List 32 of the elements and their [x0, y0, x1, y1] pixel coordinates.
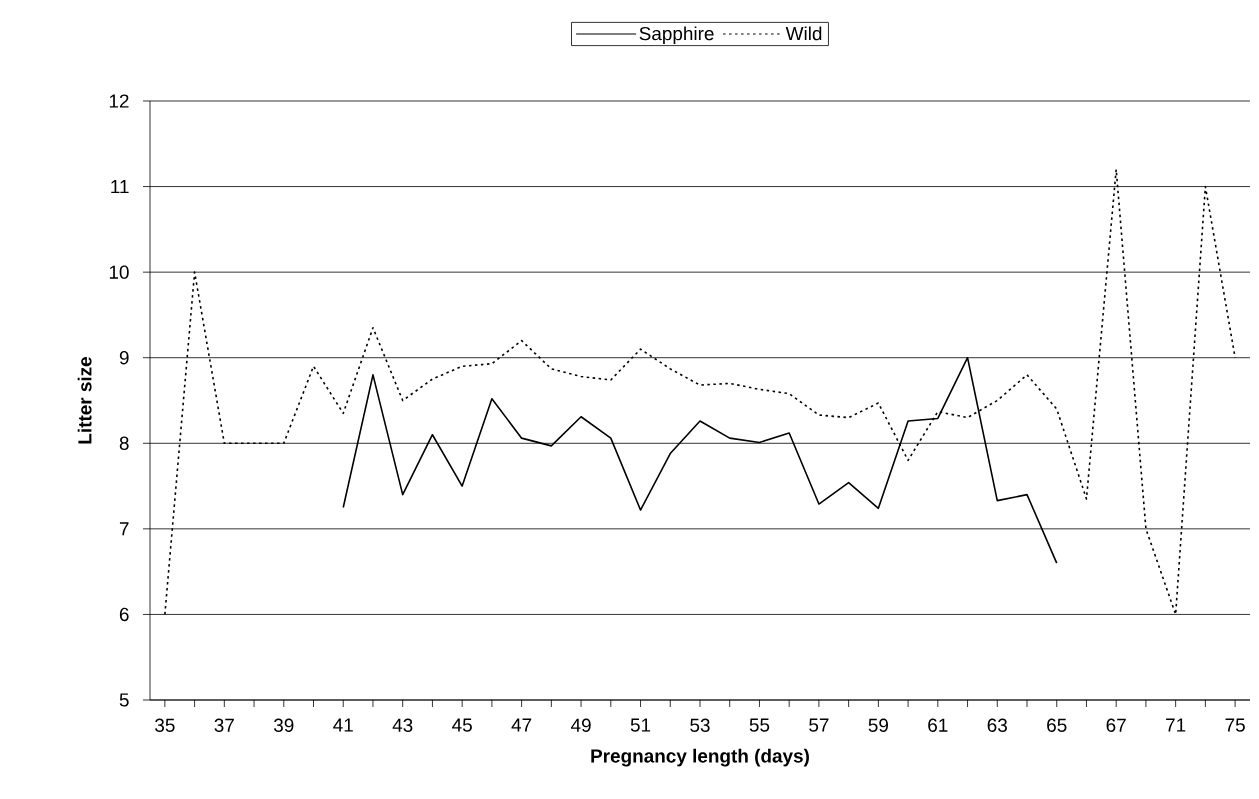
- line-series: [342, 356, 1058, 564]
- x-tick-label: 59: [868, 718, 888, 732]
- x-tick-label: 75: [1225, 718, 1245, 732]
- y-tick-label: 10: [109, 265, 129, 279]
- x-tick-label: 37: [214, 718, 234, 732]
- x-tick-label: 67: [1106, 718, 1126, 732]
- x-tick-label: 35: [155, 718, 175, 732]
- x-tick-label: 63: [987, 718, 1007, 732]
- x-tick-label: 51: [630, 718, 651, 732]
- x-tick-label: 71: [1166, 718, 1186, 732]
- x-tick-label: 53: [690, 718, 710, 732]
- y-tick-label: 6: [119, 607, 129, 622]
- y-tick-label: 8: [119, 436, 129, 450]
- y-tick-label: 11: [111, 180, 129, 194]
- x-axis-title: Pregnancy length (days): [591, 748, 809, 767]
- legend-label: Wild: [785, 26, 822, 41]
- x-tick-label: 55: [749, 718, 770, 732]
- y-tick-label: 9: [119, 351, 129, 365]
- x-tick-label: 65: [1047, 718, 1067, 732]
- x-tick-label: 47: [511, 718, 532, 732]
- x-tick-label: 41: [333, 718, 353, 732]
- y-tick-label: 7: [119, 522, 129, 536]
- legend-label: Sapphire: [639, 26, 714, 45]
- x-tick-label: 61: [928, 718, 948, 732]
- x-tick-label: 39: [273, 718, 294, 732]
- x-tick-label: 43: [392, 718, 413, 732]
- y-tick-label: 5: [119, 693, 129, 707]
- y-axis-title: Litter size: [77, 356, 92, 444]
- y-tick-label: 12: [109, 94, 129, 108]
- x-tick-label: 49: [570, 718, 591, 732]
- x-tick-label: 57: [809, 718, 829, 732]
- x-tick-label: 45: [452, 718, 472, 732]
